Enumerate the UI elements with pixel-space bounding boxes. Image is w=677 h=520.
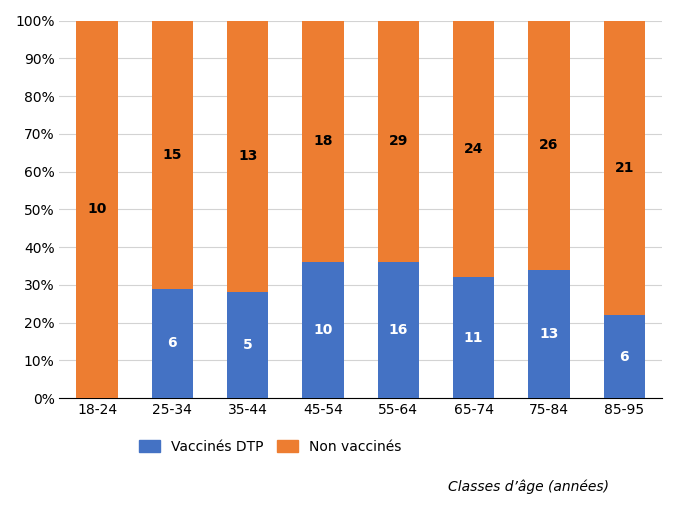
- Text: 29: 29: [389, 134, 408, 148]
- Bar: [528, 20, 570, 270]
- Bar: [604, 315, 645, 398]
- Text: 13: 13: [540, 327, 559, 341]
- Text: 16: 16: [389, 323, 408, 337]
- Text: 18: 18: [313, 134, 333, 148]
- Bar: [378, 262, 419, 398]
- Text: 13: 13: [238, 149, 257, 163]
- Text: 10: 10: [313, 323, 332, 337]
- Bar: [303, 20, 344, 262]
- Text: 26: 26: [540, 138, 559, 152]
- Text: 6: 6: [167, 336, 177, 350]
- Text: 15: 15: [162, 148, 182, 162]
- Text: Classes d’âge (années): Classes d’âge (années): [448, 479, 609, 494]
- Bar: [227, 292, 268, 398]
- Bar: [152, 20, 193, 289]
- Text: 6: 6: [619, 350, 629, 363]
- Text: 24: 24: [464, 142, 483, 156]
- Bar: [152, 289, 193, 398]
- Bar: [303, 262, 344, 398]
- Bar: [227, 20, 268, 292]
- Text: 5: 5: [243, 339, 253, 353]
- Bar: [453, 277, 494, 398]
- Bar: [453, 20, 494, 277]
- Bar: [604, 20, 645, 315]
- Legend: Vaccinés DTP, Non vaccinés: Vaccinés DTP, Non vaccinés: [133, 434, 407, 459]
- Bar: [77, 20, 118, 398]
- Bar: [528, 270, 570, 398]
- Text: 11: 11: [464, 331, 483, 345]
- Text: 21: 21: [615, 161, 634, 175]
- Text: 10: 10: [87, 202, 107, 216]
- Bar: [378, 20, 419, 262]
